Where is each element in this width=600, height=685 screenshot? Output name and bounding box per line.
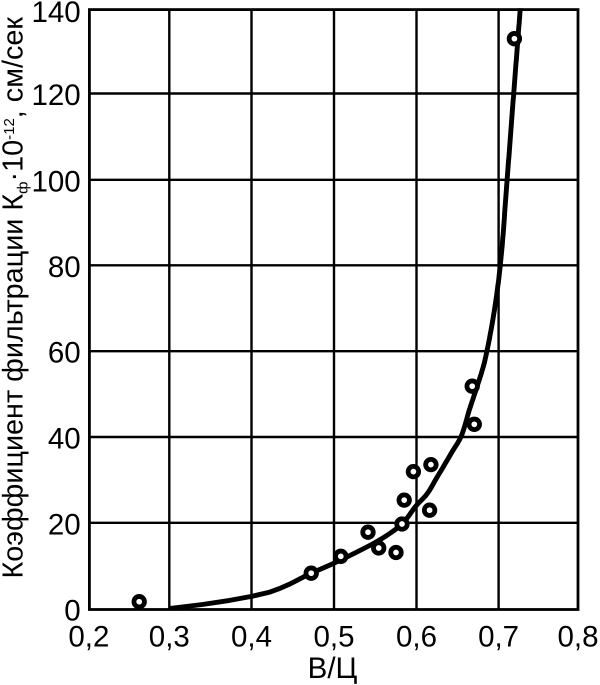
svg-text:0,8: 0,8 <box>557 621 598 654</box>
svg-text:140: 140 <box>31 0 80 29</box>
svg-text:0,2: 0,2 <box>68 621 109 654</box>
svg-text:0,4: 0,4 <box>231 621 272 654</box>
svg-text:120: 120 <box>31 79 80 112</box>
svg-text:0,6: 0,6 <box>396 621 437 654</box>
svg-text:0,5: 0,5 <box>313 621 354 654</box>
svg-text:0,3: 0,3 <box>149 621 190 654</box>
svg-text:100: 100 <box>31 165 80 198</box>
svg-text:60: 60 <box>48 337 81 370</box>
svg-text:Коэффициент фильтрации Кф·10-1: Коэффициент фильтрации Кф·10-12, см/сек <box>0 17 32 579</box>
svg-text:0: 0 <box>64 595 80 628</box>
svg-text:20: 20 <box>48 508 81 541</box>
svg-text:40: 40 <box>48 423 81 456</box>
svg-text:0,7: 0,7 <box>478 621 519 654</box>
svg-text:80: 80 <box>48 251 81 284</box>
svg-text:В/Ц: В/Ц <box>308 652 358 685</box>
